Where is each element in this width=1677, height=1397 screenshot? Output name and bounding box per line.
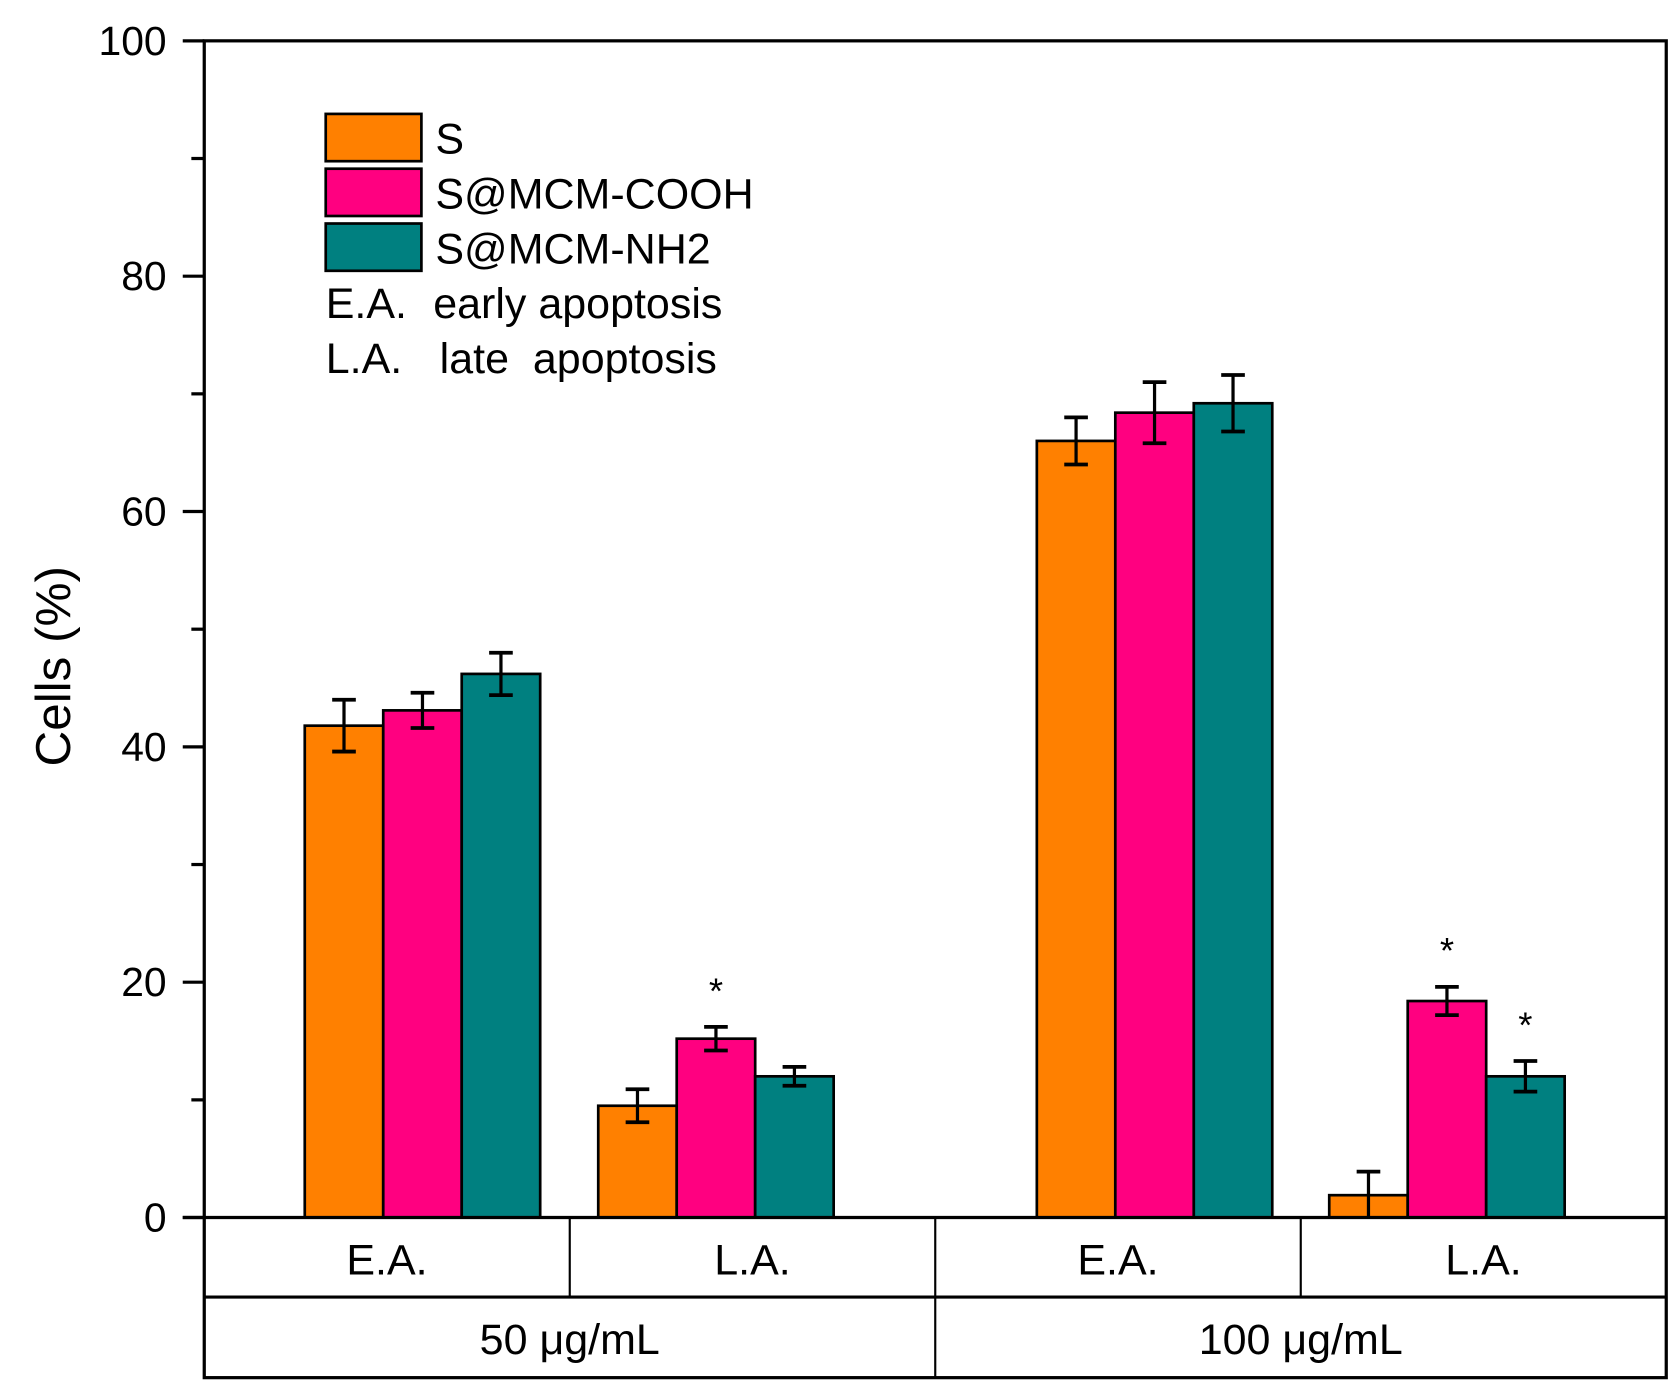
significance-asterisk: * (1518, 1004, 1532, 1045)
legend-note-text: early apoptosis (433, 280, 722, 328)
bar-s-mcm-nh2 (460, 672, 542, 1219)
y-tick-label: 20 (121, 959, 166, 1005)
bar-s-mcm-cooh (675, 1037, 757, 1219)
group-label: 50 μg/mL (480, 1316, 660, 1364)
bar-s (1035, 439, 1117, 1219)
y-axis-label: Cells (%) (26, 566, 81, 766)
y-tick-label: 0 (144, 1195, 167, 1241)
bar-s-mcm-nh2 (1192, 401, 1274, 1219)
bar-s-mcm-nh2 (753, 1074, 836, 1219)
y-axis: 0 20 40 60 80 100 (98, 18, 205, 1241)
category-label: E.A. (346, 1237, 427, 1285)
category-label: L.A. (1445, 1237, 1521, 1285)
y-tick-label: 40 (121, 724, 166, 770)
significance-asterisk: * (1440, 930, 1454, 971)
category-labels: E.A. L.A. E.A. L.A. 50 μg/mL 100 μg/mL (346, 1237, 1521, 1365)
legend-label: S@MCM-NH2 (435, 225, 710, 273)
legend: S S@MCM-COOH S@MCM-NH2 E.A. early apoptosis L… (324, 112, 754, 383)
legend-swatch (324, 112, 423, 163)
group-label: 100 μg/mL (1199, 1316, 1403, 1364)
category-label: E.A. (1077, 1237, 1158, 1285)
category-label: L.A. (714, 1237, 790, 1285)
legend-note-text: late apoptosis (440, 335, 717, 383)
y-tick-label: 60 (121, 488, 166, 534)
legend-note-abbr: L.A. (326, 335, 402, 383)
bars-layer: * * * (303, 373, 1567, 1219)
bar-s (303, 724, 385, 1219)
legend-swatch (324, 167, 423, 218)
significance-asterisk: * (709, 970, 723, 1011)
legend-label: S (435, 116, 464, 164)
y-tick-label: 100 (98, 18, 166, 64)
bar-s-mcm-cooh (1113, 411, 1196, 1219)
y-tick-label: 80 (121, 253, 166, 299)
bar-s-mcm-cooh (381, 709, 464, 1219)
bar-s-mcm-nh2 (1484, 1074, 1567, 1219)
legend-swatch (324, 222, 423, 273)
legend-note-abbr: E.A. (326, 280, 407, 328)
legend-label: S@MCM-COOH (435, 170, 753, 218)
bar-s (596, 1104, 679, 1219)
bar-s-mcm-cooh (1406, 999, 1488, 1219)
